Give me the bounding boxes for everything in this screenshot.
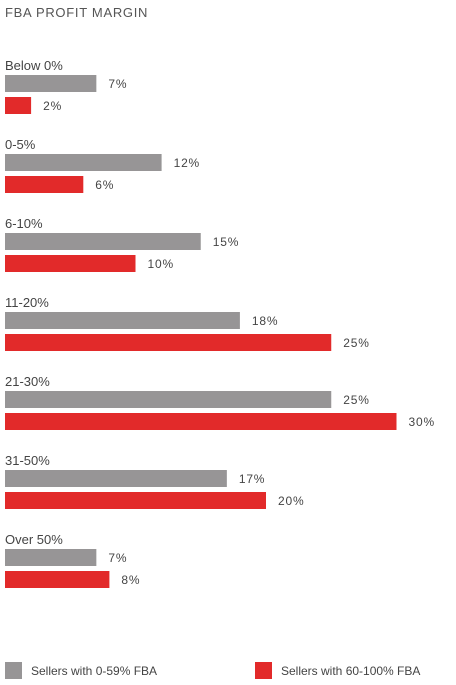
bar-series-1: [5, 312, 240, 329]
bar-series-2: [5, 334, 332, 351]
category-label: 21-30%: [5, 374, 50, 389]
data-label-series-1: 17%: [239, 472, 265, 486]
category-label: 0-5%: [5, 137, 36, 152]
bar-series-2: [5, 97, 32, 114]
legend-label-series-1: Sellers with 0-59% FBA: [31, 663, 158, 678]
bar-chart: Below 0% 7% 2% 0-5% 12% 6% 6-10% 15% 10% 11-20% 18…: [5, 58, 435, 588]
legend-swatch-series-1: [5, 662, 22, 679]
category-label: 6-10%: [5, 216, 43, 231]
legend-swatch-series-2: [255, 662, 272, 679]
bar-series-2: [5, 492, 266, 509]
data-label-series-1: 7%: [108, 77, 127, 91]
category-label: 11-20%: [5, 295, 49, 310]
data-label-series-2: 6%: [95, 178, 114, 192]
legend-item-series-1: Sellers with 0-59% FBA: [5, 662, 157, 679]
data-label-series-2: 20%: [278, 494, 304, 508]
bar-series-1: [5, 233, 201, 250]
category-label: Over 50%: [5, 532, 63, 547]
category-label: 31-50%: [5, 453, 50, 468]
bar-series-1: [5, 154, 162, 171]
data-label-series-1: 15%: [213, 235, 239, 249]
bar-series-1: [5, 391, 332, 408]
bar-series-2: [5, 571, 110, 588]
data-label-series-1: 12%: [174, 156, 200, 170]
data-label-series-1: 25%: [343, 393, 369, 407]
bar-series-2: [5, 413, 397, 430]
data-label-series-2: 25%: [343, 336, 369, 350]
data-label-series-2: 8%: [121, 573, 140, 587]
data-label-series-2: 30%: [409, 415, 435, 429]
data-label-series-1: 7%: [108, 551, 127, 565]
bar-series-1: [5, 75, 97, 92]
bar-series-2: [5, 176, 84, 193]
bar-series-1: [5, 470, 227, 487]
legend-label-series-2: Sellers with 60-100% FBA: [281, 663, 421, 678]
bar-series-2: [5, 255, 136, 272]
legend-item-series-2: Sellers with 60-100% FBA: [255, 662, 420, 679]
category-label: Below 0%: [5, 58, 63, 73]
data-label-series-1: 18%: [252, 314, 278, 328]
data-label-series-2: 10%: [148, 257, 174, 271]
data-label-series-2: 2%: [43, 99, 62, 113]
chart-title: FBA PROFIT MARGIN: [5, 5, 149, 20]
bar-series-1: [5, 549, 97, 566]
